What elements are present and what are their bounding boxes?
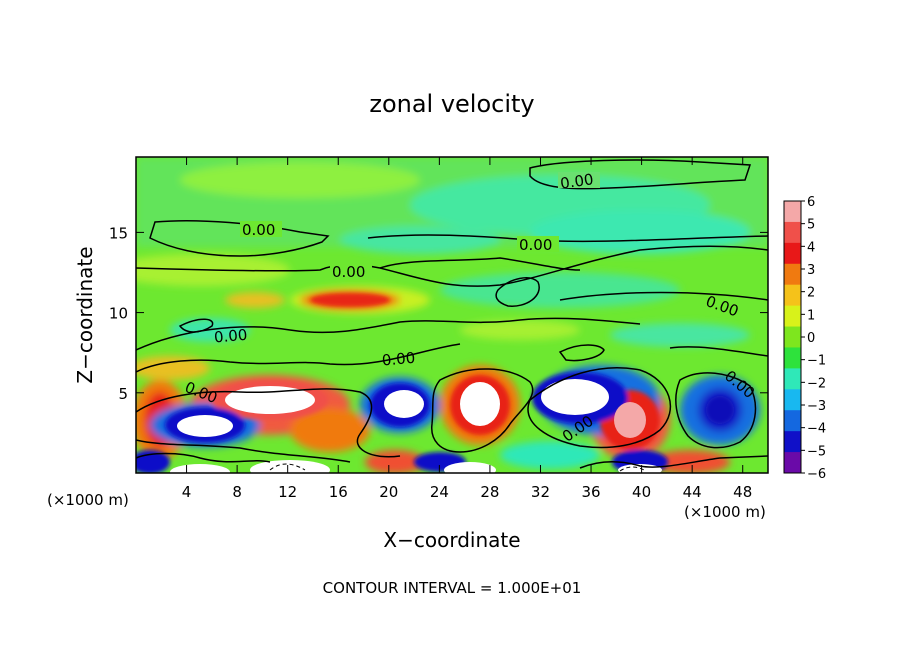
colorbar-label: 0 xyxy=(807,331,815,346)
x-tick-label: 48 xyxy=(733,483,752,501)
colorbar-swatch xyxy=(784,347,801,369)
x-tick-label: 40 xyxy=(632,483,651,501)
chart-title: zonal velocity xyxy=(369,90,534,118)
x-tick-label: 24 xyxy=(430,483,449,501)
y-axis: 5 10 15 xyxy=(109,224,768,403)
contour-label: 0.00 xyxy=(332,263,365,281)
colorbar-swatch xyxy=(784,201,801,223)
colorbar-swatch xyxy=(784,389,801,411)
x-axis-title: X−coordinate xyxy=(383,528,520,552)
colorbar-label: 2 xyxy=(807,286,815,301)
contour-label: 0.00 xyxy=(381,349,416,370)
colorbar-swatch xyxy=(784,242,801,265)
colorbar-swatch xyxy=(784,263,801,286)
x-tick-label: 36 xyxy=(581,483,600,501)
contour-label: 0.00 xyxy=(242,221,275,239)
colorbar-label: −5 xyxy=(807,444,826,459)
colorbar-label: −1 xyxy=(807,354,826,369)
x-axis: 4 8 12 16 20 24 28 32 36 40 44 48 xyxy=(182,157,752,501)
x-unit-left: (×1000 m) xyxy=(47,491,129,509)
x-tick-label: 20 xyxy=(379,483,398,501)
colorbar-label: −3 xyxy=(807,399,826,414)
x-tick-label: 8 xyxy=(232,483,242,501)
colorbar-label: 3 xyxy=(807,263,815,278)
contour-label: 0.00 xyxy=(559,170,595,192)
colorbar-swatch xyxy=(784,431,801,453)
x-unit-right: (×1000 m) xyxy=(684,503,766,521)
colorbar-label: 6 xyxy=(807,195,815,210)
contour-interval-note: CONTOUR INTERVAL = 1.000E+01 xyxy=(323,579,582,597)
contour-label: 0.00 xyxy=(519,236,552,254)
x-tick-label: 16 xyxy=(329,483,348,501)
x-tick-label: 12 xyxy=(278,483,297,501)
plot-frame xyxy=(135,156,769,474)
colorbar-swatch xyxy=(784,284,801,307)
colorbar-swatch xyxy=(784,221,801,244)
colorbar: 6 5 4 3 2 1 0 −1 −2 −3 −4 −5 −6 xyxy=(783,195,826,482)
colorbar-label: −6 xyxy=(807,467,826,482)
colorbar-label: 5 xyxy=(807,218,815,233)
colorbar-label: −4 xyxy=(807,422,826,437)
x-tick-label: 28 xyxy=(480,483,499,501)
x-tick-label: 32 xyxy=(531,483,550,501)
colorbar-swatch xyxy=(784,452,801,474)
y-axis-title: Z−coordinate xyxy=(73,246,97,383)
y-tick-label: 15 xyxy=(109,224,128,242)
x-tick-label: 4 xyxy=(182,483,192,501)
colorbar-label: 4 xyxy=(807,240,815,255)
colorbar-swatch xyxy=(784,305,801,328)
colorbar-swatch xyxy=(784,368,801,390)
colorbar-label: 1 xyxy=(807,308,815,323)
contour-label: 0.00 xyxy=(213,326,248,347)
y-tick-label: 5 xyxy=(118,385,128,403)
colorbar-swatch xyxy=(784,410,801,432)
zero-contours xyxy=(136,159,768,469)
y-tick-label: 10 xyxy=(109,305,128,323)
heatmap-field xyxy=(136,157,768,473)
colorbar-swatch xyxy=(784,326,801,348)
x-tick-label: 44 xyxy=(683,483,702,501)
colorbar-label: −2 xyxy=(807,376,826,391)
